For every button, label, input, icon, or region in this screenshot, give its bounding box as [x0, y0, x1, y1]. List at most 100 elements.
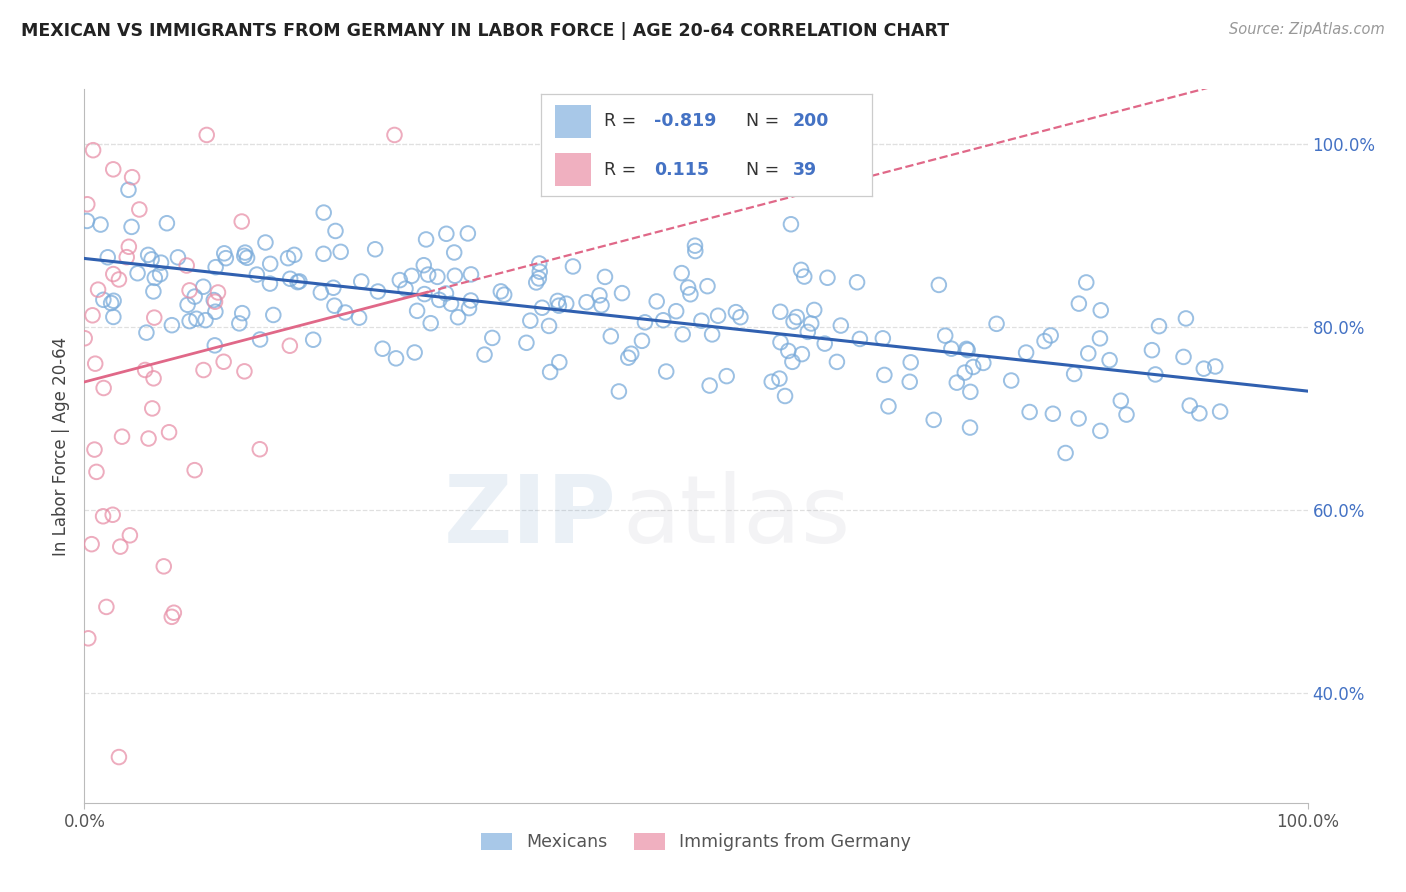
Point	[108, 272, 131, 286]
Point	[288, 274, 311, 288]
Point	[782, 355, 804, 369]
Point	[724, 305, 747, 319]
Point	[1000, 374, 1022, 388]
Text: N =: N =	[747, 112, 785, 130]
Point	[877, 400, 900, 414]
Point	[1115, 408, 1137, 422]
Point	[312, 205, 335, 219]
Point	[93, 293, 115, 307]
Point	[143, 271, 166, 285]
Point	[1018, 405, 1040, 419]
Text: N =: N =	[747, 161, 785, 178]
Point	[117, 183, 139, 197]
Point	[440, 297, 463, 311]
Point	[259, 257, 281, 271]
Point	[419, 316, 441, 330]
Point	[782, 315, 804, 329]
Point	[610, 286, 633, 301]
Point	[1188, 406, 1211, 420]
Point	[127, 266, 149, 280]
Point	[103, 162, 125, 177]
Point	[599, 329, 621, 343]
Point	[176, 298, 198, 312]
Point	[928, 277, 950, 292]
Point	[231, 214, 253, 228]
Point	[768, 371, 790, 385]
Point	[529, 256, 551, 270]
Point	[412, 258, 434, 272]
Point	[1088, 331, 1111, 345]
Point	[1178, 399, 1201, 413]
Point	[136, 248, 159, 262]
Point	[773, 389, 796, 403]
Point	[163, 606, 186, 620]
Text: atlas: atlas	[623, 471, 851, 564]
Text: ZIP: ZIP	[443, 471, 616, 564]
Point	[460, 293, 482, 308]
Point	[236, 251, 259, 265]
Point	[575, 295, 598, 310]
Point	[193, 279, 215, 293]
Point	[84, 357, 107, 371]
Point	[404, 345, 426, 359]
Point	[460, 268, 482, 282]
Point	[76, 214, 98, 228]
Point	[679, 287, 702, 301]
Point	[1039, 328, 1062, 343]
Point	[86, 465, 108, 479]
Point	[716, 369, 738, 384]
Point	[385, 351, 408, 366]
Point	[769, 335, 792, 350]
Text: R =: R =	[605, 112, 641, 130]
Point	[561, 260, 583, 274]
Point	[335, 305, 357, 319]
Text: 39: 39	[793, 161, 817, 178]
Point	[898, 375, 921, 389]
Point	[278, 339, 301, 353]
Point	[645, 294, 668, 309]
Point	[529, 265, 551, 279]
Point	[934, 328, 956, 343]
Point	[204, 304, 226, 318]
Point	[135, 326, 157, 340]
Point	[82, 143, 104, 157]
Point	[524, 276, 547, 290]
Point	[186, 311, 208, 326]
Point	[83, 442, 105, 457]
Point	[956, 343, 979, 357]
Point	[780, 217, 803, 231]
Legend: Mexicans, Immigrants from Germany: Mexicans, Immigrants from Germany	[474, 826, 918, 858]
Point	[481, 331, 503, 345]
Point	[82, 308, 104, 322]
Point	[700, 327, 723, 342]
Point	[444, 268, 467, 283]
Point	[1054, 446, 1077, 460]
Point	[179, 284, 201, 298]
Point	[588, 288, 610, 302]
Point	[707, 309, 730, 323]
Point	[671, 266, 693, 280]
Point	[283, 248, 305, 262]
Point	[1098, 353, 1121, 368]
Point	[176, 259, 198, 273]
Point	[141, 252, 163, 267]
Point	[254, 235, 277, 250]
Point	[427, 293, 450, 307]
Point	[900, 355, 922, 369]
Point	[103, 293, 125, 308]
Point	[1144, 368, 1167, 382]
Point	[846, 275, 869, 289]
Point	[803, 302, 825, 317]
Point	[447, 310, 470, 325]
Point	[371, 342, 394, 356]
Point	[233, 364, 256, 378]
Point	[955, 342, 977, 356]
Point	[972, 356, 994, 370]
Point	[800, 317, 823, 331]
Point	[249, 333, 271, 347]
Point	[825, 355, 848, 369]
Point	[457, 227, 479, 241]
Point	[118, 240, 141, 254]
Bar	[554, 153, 591, 186]
Point	[384, 128, 406, 142]
